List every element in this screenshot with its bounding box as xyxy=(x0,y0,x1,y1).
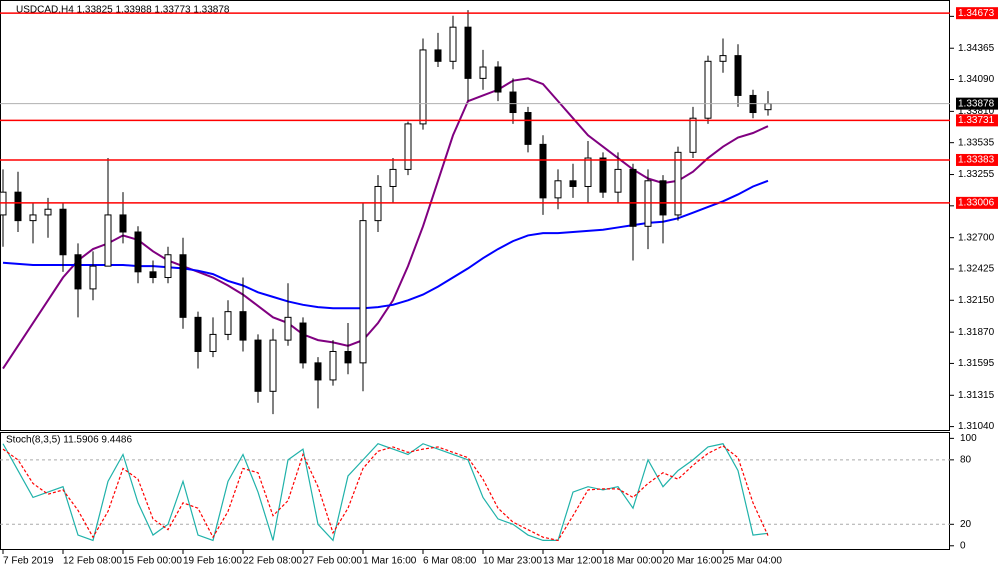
level-box xyxy=(956,7,998,20)
level-label: 1.33383 xyxy=(958,155,995,166)
y-tick-label: 1.33535 xyxy=(958,137,995,148)
main-pane xyxy=(0,0,950,431)
y-tick-label: 20 xyxy=(960,519,972,530)
candle-body xyxy=(164,254,172,279)
candle-body xyxy=(89,265,97,290)
stoch-pane xyxy=(0,432,950,550)
y-tick-label: 1.33810 xyxy=(958,106,995,117)
stoch-title: Stoch(8,3,5) 11.5906 9.4486 xyxy=(6,435,132,446)
candle-body xyxy=(134,231,142,273)
level-label: 1.33006 xyxy=(958,198,995,209)
candle-body xyxy=(419,49,427,125)
candle-body xyxy=(449,26,457,62)
x-tick-label: 15 Feb 00:00 xyxy=(123,556,182,567)
y-tick-label: 1.31040 xyxy=(958,421,995,432)
y-tick-label: 100 xyxy=(960,433,977,444)
y-tick-label: 0 xyxy=(960,540,966,551)
candle-body xyxy=(389,168,397,187)
candle-body xyxy=(524,112,532,145)
y-tick-label: 1.32700 xyxy=(958,232,995,243)
candle-body xyxy=(704,60,712,119)
candle-body xyxy=(194,316,202,352)
candle-body xyxy=(659,180,667,216)
candle-body xyxy=(239,311,247,341)
x-tick-label: 1 Mar 16:00 xyxy=(363,556,417,567)
stoch-line xyxy=(2,443,769,542)
candle-body xyxy=(569,180,577,187)
candle-body xyxy=(254,339,262,392)
chart-title: USDCAD,H4 1.33825 1.33988 1.33773 1.3387… xyxy=(16,5,230,16)
candle-body xyxy=(59,208,67,256)
candle-body xyxy=(224,311,232,335)
candle-body xyxy=(149,271,157,279)
last-price-label: 1.33878 xyxy=(958,98,995,109)
y-tick-label: 1.33255 xyxy=(958,169,995,180)
y-tick-label: 1.31870 xyxy=(958,327,995,338)
candle-body xyxy=(584,157,592,187)
candle-body xyxy=(44,208,52,216)
candle-body xyxy=(74,254,82,290)
candle-body xyxy=(479,66,487,79)
y-tick-label: 1.31315 xyxy=(958,390,995,401)
candle-body xyxy=(209,333,217,352)
candle-body xyxy=(494,66,502,93)
candle-body xyxy=(539,143,547,199)
candle-body xyxy=(719,55,727,62)
last-price-box xyxy=(956,97,998,110)
candle-body xyxy=(269,339,277,392)
candle-body xyxy=(14,191,22,222)
candle-body xyxy=(119,214,127,233)
moving-average xyxy=(2,77,769,370)
x-tick-label: 20 Mar 16:00 xyxy=(663,556,722,567)
x-tick-label: 22 Feb 08:00 xyxy=(243,556,302,567)
x-tick-label: 27 Feb 00:00 xyxy=(303,556,362,567)
candle-body xyxy=(284,316,292,341)
candle-body xyxy=(734,55,742,96)
candle-body xyxy=(509,91,517,114)
stoch-line xyxy=(2,445,769,542)
y-tick-label: 1.32150 xyxy=(958,295,995,306)
y-tick-label: 80 xyxy=(960,454,972,465)
x-tick-label: 6 Mar 08:00 xyxy=(423,556,477,567)
x-tick-label: 19 Feb 16:00 xyxy=(183,556,242,567)
y-tick-label: 1.34365 xyxy=(958,43,995,54)
candle-body xyxy=(359,220,367,364)
candle-body xyxy=(104,214,112,267)
x-tick-label: 12 Feb 08:00 xyxy=(63,556,122,567)
candle-body xyxy=(404,123,412,170)
x-tick-label: 13 Mar 12:00 xyxy=(543,556,602,567)
y-tick-label: 1.34090 xyxy=(958,74,995,85)
candle-body xyxy=(674,151,682,216)
candle-body xyxy=(629,168,637,227)
level-label: 1.34673 xyxy=(958,8,995,19)
candle-body xyxy=(329,350,337,381)
candle-body xyxy=(179,254,187,318)
candle-body xyxy=(29,214,37,222)
level-box xyxy=(956,153,998,166)
moving-average xyxy=(2,179,769,310)
candle-body xyxy=(689,117,697,153)
x-tick-label: 25 Mar 04:00 xyxy=(723,556,782,567)
level-label: 1.33731 xyxy=(958,115,995,126)
candle-body xyxy=(554,180,562,199)
x-tick-label: 18 Mar 00:00 xyxy=(603,556,662,567)
candle-body xyxy=(314,362,322,381)
candle-body xyxy=(344,350,352,364)
candle-body xyxy=(614,168,622,193)
candle-body xyxy=(599,157,607,193)
level-box xyxy=(956,114,998,127)
x-tick-label: 10 Mar 23:00 xyxy=(483,556,542,567)
level-box xyxy=(956,196,998,209)
y-tick-label: 1.32425 xyxy=(958,264,995,275)
candle-body xyxy=(434,49,442,62)
candle-body xyxy=(764,103,772,111)
y-tick-label: 1.31595 xyxy=(958,358,995,369)
candle-body xyxy=(464,26,472,79)
candle-body xyxy=(299,322,307,364)
x-tick-label: 7 Feb 2019 xyxy=(3,556,54,567)
